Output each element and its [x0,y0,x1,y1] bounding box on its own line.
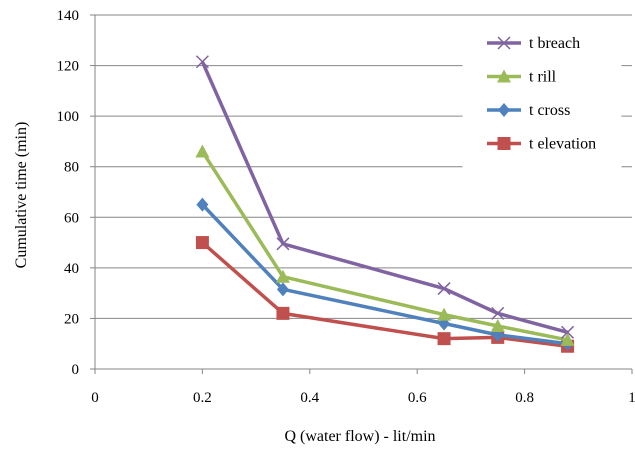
x-tick-label: 1 [628,390,635,406]
x-axis-label: Q (water flow) - lit/min [284,428,435,445]
x-tick-label: 0.2 [193,390,212,406]
series-line-t-cross [201,203,568,346]
legend-item-t-breach: t breach [487,35,580,52]
series-t-elevation [195,236,575,353]
data-point-t-breach [491,306,505,320]
data-point-t-elevation [276,306,290,320]
y-tick-label: 80 [64,160,79,176]
legend-marker-t-breach [497,36,511,50]
data-point-t-cross [196,197,209,212]
data-point-t-rill [437,307,452,321]
legend-item-t-elevation: t elevation [487,136,596,153]
x-tick-label: 0.6 [408,390,427,406]
legend-label-t-rill: t rill [529,69,557,86]
legend-item-t-rill: t rill [487,69,557,86]
y-tick-label: 40 [64,261,79,277]
y-tick-label: 60 [64,210,79,226]
data-point-t-cross [276,282,289,297]
legend-label-t-breach: t breach [529,35,580,52]
legend-marker-t-cross [498,103,510,117]
y-tick-label: 0 [72,362,80,378]
legend-item-t-cross: t cross [487,102,570,119]
x-tick-label: 0 [91,390,99,406]
data-point-t-breach [437,282,451,296]
legend-marker-t-elevation [497,137,511,150]
data-point-t-elevation [195,236,209,250]
data-point-t-rill [560,332,575,346]
x-tick-label: 0.8 [515,390,534,406]
x-tick-labels: 0 0.2 0.4 0.6 0.8 1 [91,390,635,406]
data-point-t-breach [276,237,290,251]
data-point-t-rill [275,269,290,283]
y-tick-label: 100 [57,109,80,125]
y-tick-label: 20 [64,311,79,327]
legend-label-t-elevation: t elevation [529,136,596,153]
y-tick-label: 140 [57,8,80,24]
y-axis-label: Cumulative time (min) [13,122,30,269]
data-point-t-breach [561,325,575,339]
y-tick-label: 120 [57,59,80,75]
x-tick-label: 0.4 [300,390,319,406]
legend-label-t-cross: t cross [529,102,570,119]
series-t-breach [195,55,575,339]
gridlines [95,14,632,319]
legend: t breach t rill t cross t elevation [462,19,622,169]
series-group [195,55,575,353]
y-tick-labels: 0 20 40 60 80 100 120 140 [57,8,80,378]
axes [90,14,633,374]
data-point-t-breach [195,55,209,69]
legend-marker-t-rill [497,69,511,83]
data-point-t-rill [195,144,210,158]
data-point-t-elevation [437,332,451,346]
series-t-rill [195,144,575,346]
data-point-t-rill [490,319,505,333]
